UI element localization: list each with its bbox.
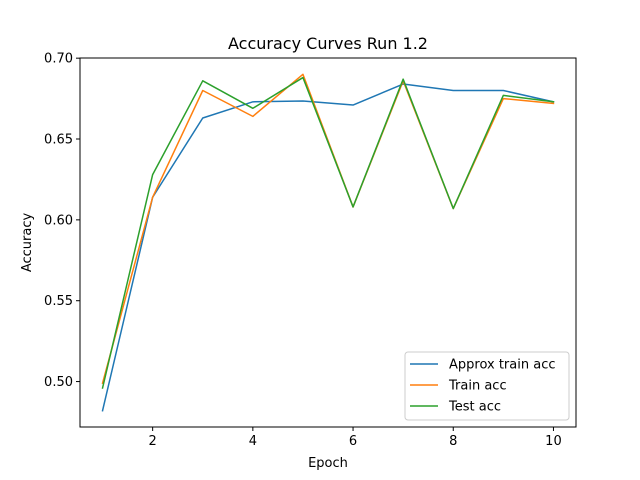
plot-area-frame bbox=[79, 57, 577, 428]
y-tick-label: 0.50 bbox=[44, 375, 73, 390]
x-tick-label: 6 bbox=[349, 434, 357, 449]
legend-box bbox=[404, 351, 570, 421]
y-tick-label: 0.70 bbox=[44, 52, 73, 67]
legend: Approx train acc Train acc Test acc bbox=[404, 351, 570, 421]
y-axis-label: Accuracy bbox=[20, 213, 35, 273]
plot-lines bbox=[101, 73, 555, 412]
x-axis-ticks: 2 4 6 8 10 bbox=[149, 427, 562, 449]
series-line-test-acc bbox=[101, 76, 555, 389]
x-tick-label: 8 bbox=[449, 434, 457, 449]
x-tick-label: 2 bbox=[149, 434, 157, 449]
y-axis-ticks: 0.50 0.55 0.60 0.65 0.70 bbox=[44, 52, 80, 390]
legend-label-approx-train-acc: Approx train acc bbox=[449, 358, 556, 373]
y-tick-label: 0.55 bbox=[44, 294, 73, 309]
x-axis-label: Epoch bbox=[308, 456, 348, 471]
legend-label-test-acc: Test acc bbox=[448, 400, 501, 415]
y-tick-label: 0.65 bbox=[44, 133, 73, 148]
chart-title: Accuracy Curves Run 1.2 bbox=[228, 34, 428, 53]
x-tick-label: 4 bbox=[249, 434, 257, 449]
y-tick-label: 0.60 bbox=[44, 213, 73, 228]
legend-label-train-acc: Train acc bbox=[448, 379, 507, 394]
x-tick-label: 10 bbox=[545, 434, 562, 449]
series-line-approx-train-acc bbox=[101, 83, 555, 412]
